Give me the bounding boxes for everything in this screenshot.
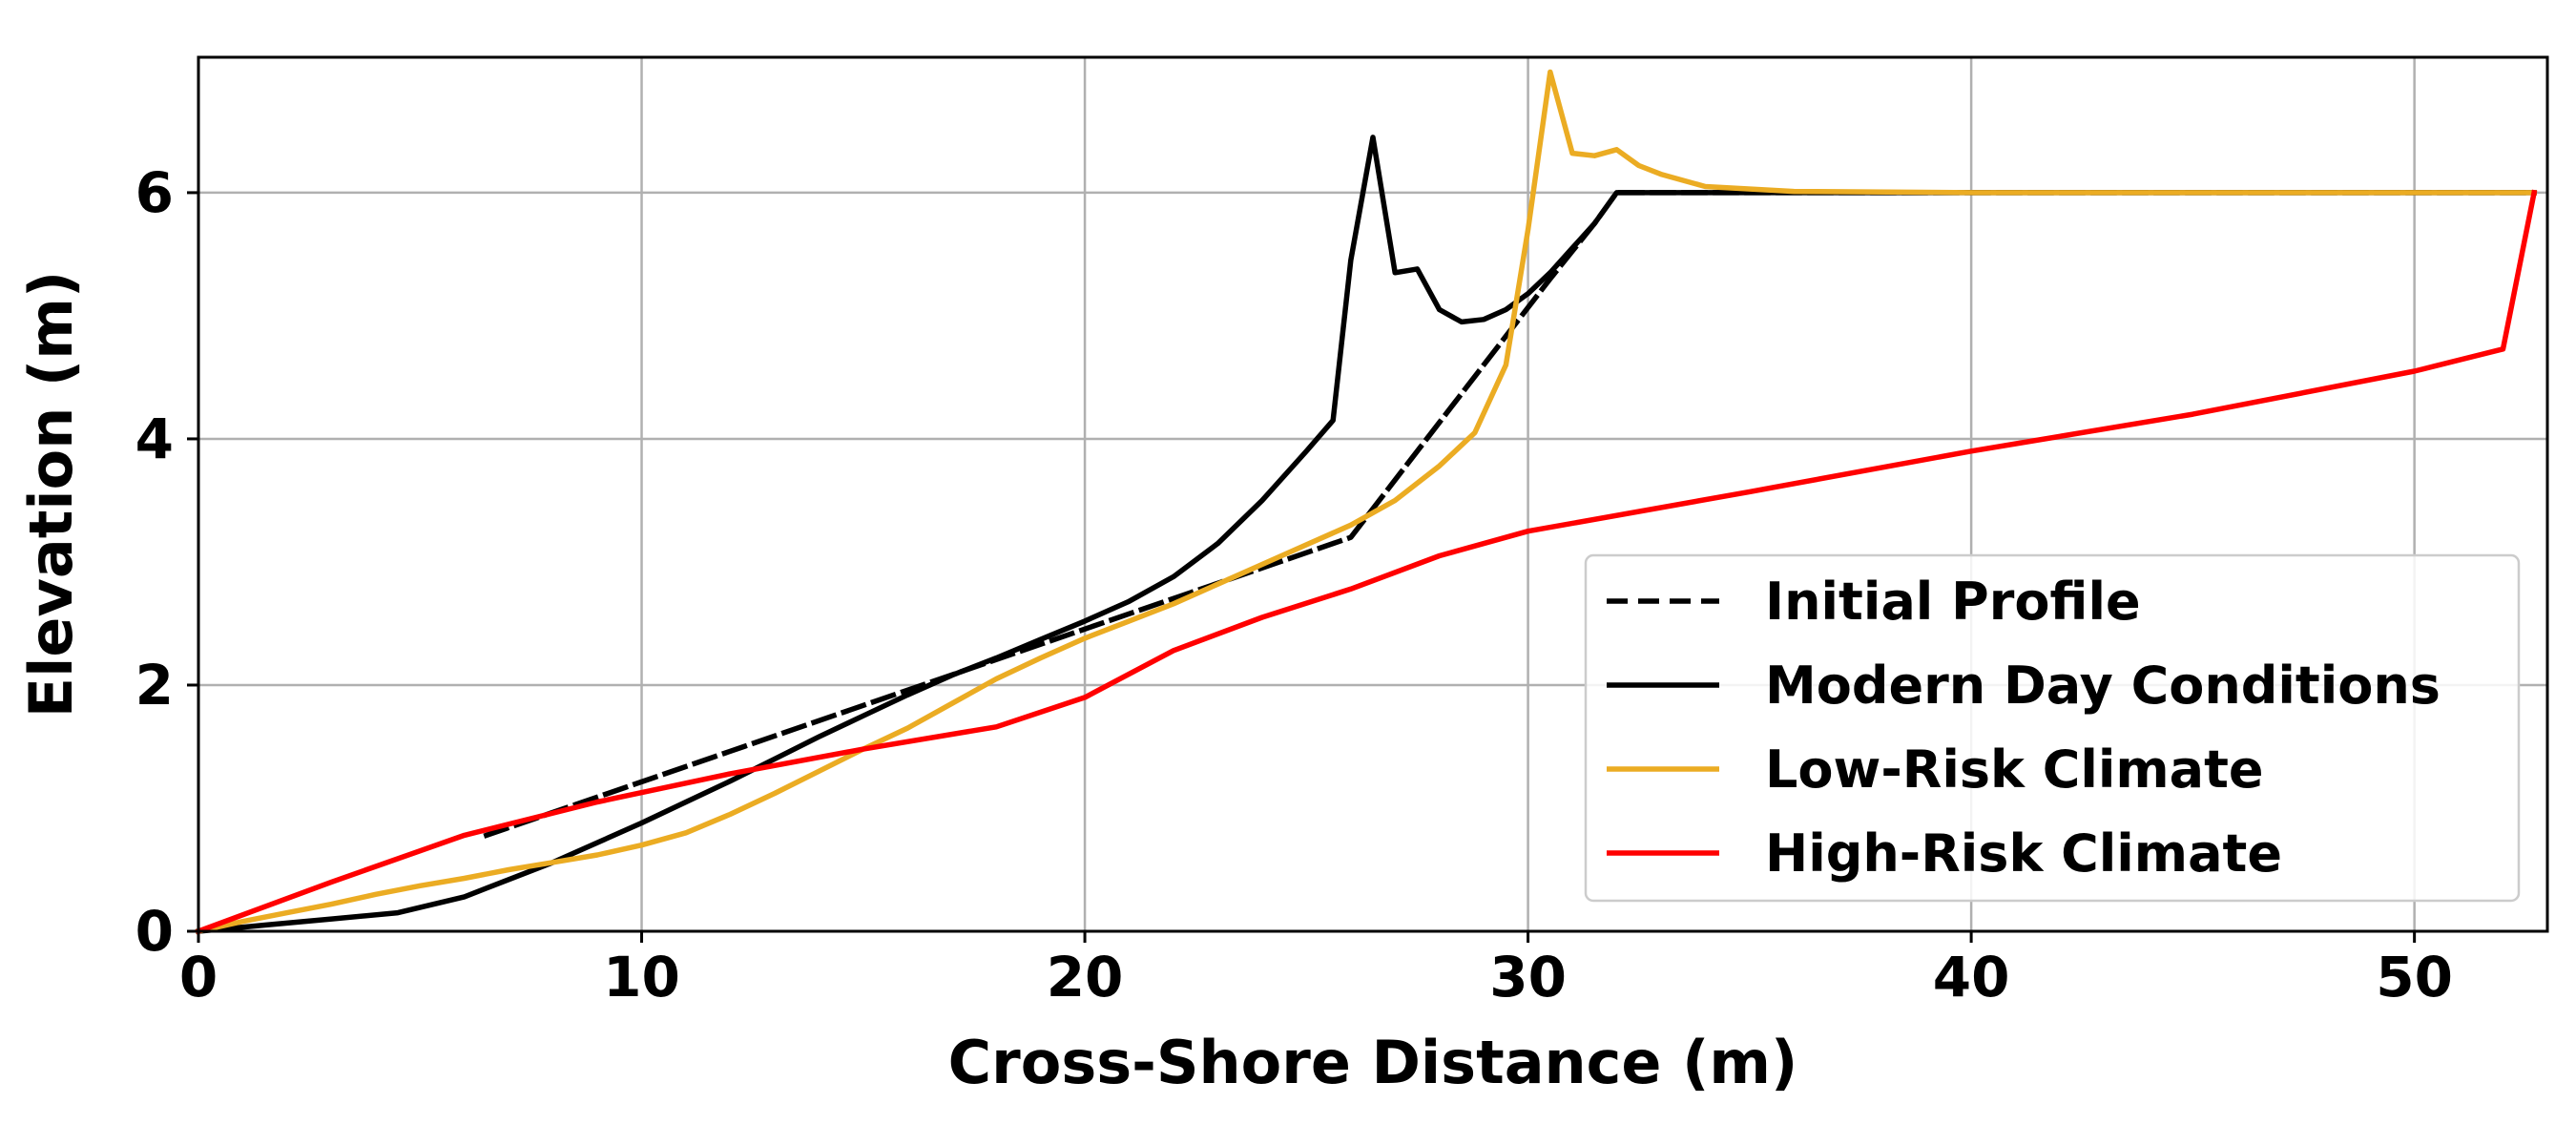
- series-line-modern-day-conditions: [196, 135, 2537, 934]
- y-tick-label: 6: [135, 160, 174, 225]
- x-axis-label: Cross-Shore Distance (m): [948, 1028, 1798, 1097]
- y-axis-label: Elevation (m): [16, 271, 86, 718]
- y-tick-label: 0: [135, 899, 174, 964]
- x-tick-label: 20: [1047, 945, 1124, 1010]
- axis-ticks: 0 10 20 30 40 50 0 2 4 6: [135, 160, 2453, 1010]
- legend-label-initial-profile: Initial Profile: [1765, 572, 2141, 632]
- series-line-high-risk-climate: [195, 189, 2538, 935]
- x-tick-label: 30: [1489, 945, 1567, 1010]
- legend: Initial Profile Modern Day Conditions Low-…: [1584, 553, 2521, 903]
- series-line-low-risk-climate: [195, 69, 2537, 935]
- legend-label-modern-day-conditions: Modern Day Conditions: [1765, 656, 2441, 716]
- y-tick-label: 4: [135, 406, 174, 471]
- legend-box: [1584, 553, 2521, 903]
- x-tick-label: 10: [603, 945, 680, 1010]
- legend-label-high-risk-climate: High-Risk Climate: [1765, 823, 2282, 884]
- plot-frame: [197, 55, 2549, 933]
- series-lines: [195, 69, 2538, 935]
- legend-label-low-risk-climate: Low-Risk Climate: [1765, 739, 2264, 800]
- x-tick-label: 0: [179, 945, 218, 1010]
- x-tick-label: 50: [2376, 945, 2453, 1010]
- x-tick-label: 40: [1933, 945, 2010, 1010]
- y-tick-label: 2: [135, 653, 174, 718]
